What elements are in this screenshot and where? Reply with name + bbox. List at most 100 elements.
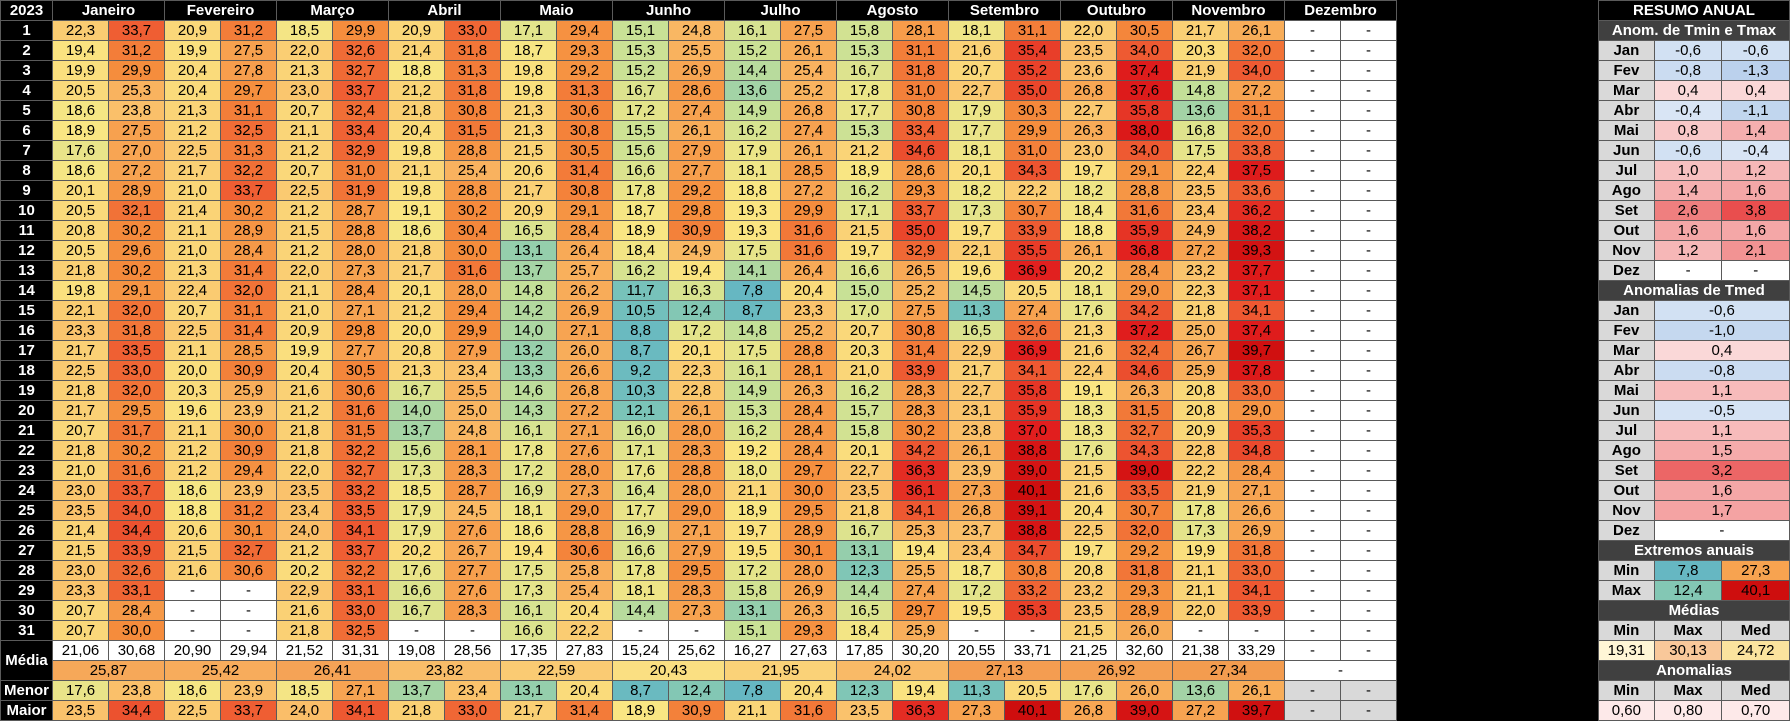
- tmin-cell: 14,8: [500, 280, 557, 301]
- tmin-cell: 7,8: [724, 280, 781, 301]
- tmax-cell: -: [444, 620, 501, 641]
- resumo-title: RESUMO ANUAL: [1598, 0, 1790, 21]
- tmin-cell: 23,5: [1060, 600, 1117, 621]
- tmax-cell: 26,7: [444, 540, 501, 561]
- tmed-anom-value: -0,6: [1653, 300, 1790, 321]
- media-row: Média 21,06 30,68 20,90 29,94 21,52 31,31 19,08…: [0, 640, 1397, 681]
- tmax-cell: 32,0: [1228, 40, 1285, 61]
- tmin-cell: 20,2: [1060, 260, 1117, 281]
- anom-tmin: -0,6: [1653, 40, 1723, 61]
- tmed-anom-title: Anomalias de Tmed: [1598, 280, 1790, 301]
- tmax-cell: 29,4: [556, 20, 613, 41]
- tmin-cell: 21,2: [164, 120, 221, 141]
- tmax-cell: 26,9: [556, 300, 613, 321]
- tmax-cell: 25,5: [668, 40, 725, 61]
- menor-tmax: 23,8: [108, 680, 165, 701]
- tmax-cell: -: [1340, 440, 1397, 461]
- tmin-cell: 9,2: [612, 360, 669, 381]
- tmed-anom-value: -: [1653, 520, 1790, 541]
- tmin-cell: 15,6: [612, 140, 669, 161]
- day-number: 15: [0, 300, 53, 321]
- tmin-cell: 20,0: [388, 320, 445, 341]
- tmax-cell: 26,3: [1116, 380, 1173, 401]
- tmax-cell: 26,6: [1228, 500, 1285, 521]
- tmin-cell: 20,3: [1172, 40, 1229, 61]
- tmax-cell: 25,2: [780, 320, 837, 341]
- tmax-cell: 31,0: [892, 80, 949, 101]
- tmin-cell: 16,6: [388, 580, 445, 601]
- tmed-anom-row: Jan -0,6: [1598, 300, 1790, 321]
- day-number: 6: [0, 120, 53, 141]
- tmax-cell: 30,5: [332, 360, 389, 381]
- media-tmin: 20,55: [948, 640, 1005, 661]
- tmin-cell: 21,3: [164, 260, 221, 281]
- ext-max-row: Max 12,4 40,1: [1598, 580, 1790, 601]
- menor-tmin: 8,7: [612, 680, 669, 701]
- tmin-cell: -: [1284, 480, 1341, 501]
- tmax-cell: 30,9: [220, 360, 277, 381]
- tmin-cell: 25,9: [1172, 360, 1229, 381]
- tmin-cell: -: [1284, 180, 1341, 201]
- tmin-cell: 21,8: [52, 440, 109, 461]
- media-label: Média: [0, 640, 53, 681]
- tmax-cell: 37,5: [1228, 160, 1285, 181]
- anomalias-title: Anomalias: [1598, 660, 1790, 681]
- tmax-cell: 33,0: [332, 600, 389, 621]
- month-header: Março: [276, 0, 389, 21]
- media-tmax: 28,56: [444, 640, 501, 661]
- tmax-cell: 34,3: [1116, 440, 1173, 461]
- tmin-cell: 17,5: [724, 340, 781, 361]
- day-row: 30 20,7 28,4- -21,6 33,0 16,7 28,3 16,1 20,4 14,4…: [0, 600, 1397, 621]
- tmin-cell: 26,7: [1172, 340, 1229, 361]
- tmax-cell: 29,7: [892, 600, 949, 621]
- tmax-cell: 32,0: [220, 280, 277, 301]
- tmax-cell: 34,1: [1228, 580, 1285, 601]
- day-row: 8 18,6 27,2 21,7 32,2 20,7 31,0 21,1 25,4 20,6 31,…: [0, 160, 1397, 181]
- tmax-cell: 35,8: [1116, 100, 1173, 121]
- tmin-cell: 21,3: [500, 100, 557, 121]
- tmax-cell: 34,1: [332, 520, 389, 541]
- tmed-anom-row: Fev -1,0: [1598, 320, 1790, 341]
- medias-title-row: Médias: [1598, 600, 1790, 621]
- ext-min-tmax: 27,3: [1721, 560, 1790, 581]
- tmax-cell: 29,2: [1116, 540, 1173, 561]
- tmin-cell: 19,9: [276, 340, 333, 361]
- tmin-cell: 22,0: [1172, 600, 1229, 621]
- tmax-cell: 26,3: [780, 600, 837, 621]
- anom-tmin: 1,6: [1653, 220, 1723, 241]
- maior-tmax: 40,1: [1004, 700, 1061, 721]
- medias-value: 30,13: [1653, 640, 1723, 661]
- tmax-cell: 30,2: [108, 220, 165, 241]
- tmax-cell: 26,9: [780, 580, 837, 601]
- anom-title-row: Anom. de Tmin e Tmax: [1598, 20, 1790, 41]
- tmed-anom-row: Nov 1,7: [1598, 500, 1790, 521]
- day-row: 4 20,5 25,3 20,4 29,7 23,0 33,7 21,2 31,8 19,8 31,…: [0, 80, 1397, 101]
- maior-tmin: 27,2: [1172, 700, 1229, 721]
- tmax-cell: 35,2: [1004, 60, 1061, 81]
- tmax-cell: 32,7: [332, 60, 389, 81]
- tmin-cell: 14,8: [1172, 80, 1229, 101]
- tmin-cell: 13,3: [500, 360, 557, 381]
- tmin-cell: 8,7: [612, 340, 669, 361]
- month-header: Setembro: [948, 0, 1061, 21]
- tmax-cell: 30,6: [556, 540, 613, 561]
- tmin-cell: 13,6: [1172, 100, 1229, 121]
- tmin-cell: 21,3: [164, 100, 221, 121]
- tmin-cell: 27,2: [1172, 240, 1229, 261]
- tmed-cell: 26,92: [1060, 660, 1173, 681]
- tmin-cell: 20,5: [52, 200, 109, 221]
- tmin-cell: 22,7: [836, 460, 893, 481]
- day-row: 13 21,8 30,2 21,3 31,4 22,0 27,3 21,7 31,6 13,7 25…: [0, 260, 1397, 281]
- tmax-cell: -: [1340, 520, 1397, 541]
- daily-temperature-table: 2023 Janeiro Fevereiro Março Abril Maio Junho J…: [0, 0, 1397, 721]
- month-header: Julho: [724, 0, 837, 21]
- tmax-cell: 28,4: [1116, 260, 1173, 281]
- tmin-cell: 17,6: [52, 140, 109, 161]
- tmin-cell: -: [1284, 620, 1341, 641]
- tmin-cell: 17,0: [836, 300, 893, 321]
- menor-tmax: 20,5: [1004, 680, 1061, 701]
- tmax-cell: 35,9: [1004, 400, 1061, 421]
- tmax-cell: 29,0: [1116, 280, 1173, 301]
- tmax-cell: 20,1: [668, 340, 725, 361]
- tmax-cell: 32,7: [1116, 420, 1173, 441]
